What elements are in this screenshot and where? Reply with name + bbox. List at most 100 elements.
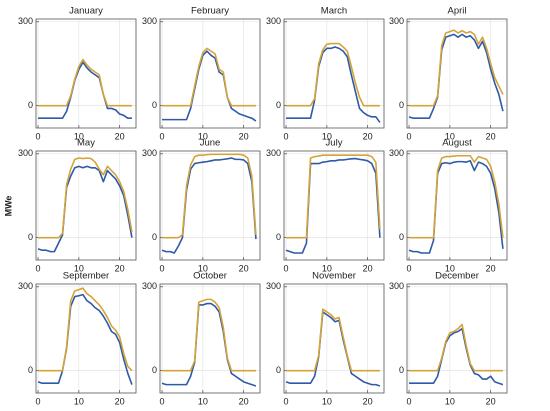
- y-tick-label: 300: [18, 281, 33, 291]
- y-tick-label: 0: [28, 365, 33, 375]
- series-line: [408, 33, 504, 120]
- series-line: [38, 287, 133, 372]
- panel-title: September: [63, 271, 109, 282]
- panel-title: January: [69, 6, 103, 17]
- x-tick-label: 10: [74, 131, 84, 141]
- x-tick-label: 10: [198, 396, 208, 406]
- y-tick-label: 300: [18, 148, 33, 158]
- series-line: [38, 58, 132, 107]
- series-line: [161, 302, 257, 387]
- y-tick-label: 0: [276, 365, 281, 375]
- x-tick-label: 20: [363, 131, 373, 141]
- x-tick-label: 10: [445, 131, 455, 141]
- y-axis-label: MWe: [3, 196, 13, 217]
- x-tick-label: 10: [74, 263, 84, 273]
- plot-frame: [406, 283, 508, 394]
- series-line: [408, 159, 504, 254]
- x-tick-label: 0: [160, 263, 165, 273]
- y-tick-label: 0: [276, 232, 281, 242]
- plot-frame: [406, 150, 508, 261]
- panel-title: November: [312, 271, 356, 282]
- panel-title: July: [326, 138, 343, 149]
- plot-frame: [159, 18, 261, 129]
- plot-frame: [35, 18, 137, 129]
- y-tick-label: 300: [142, 148, 157, 158]
- plot-frame: [35, 150, 137, 261]
- x-tick-label: 10: [198, 263, 208, 273]
- series-line: [38, 157, 133, 239]
- plot-frame: [35, 283, 137, 394]
- panel-title: March: [321, 6, 347, 17]
- x-tick-label: 10: [198, 131, 208, 141]
- x-tick-label: 0: [36, 396, 41, 406]
- panel-title: May: [77, 138, 95, 149]
- y-tick-label: 300: [389, 281, 404, 291]
- x-tick-label: 20: [363, 396, 373, 406]
- panel-title: February: [191, 6, 229, 17]
- y-tick-label: 0: [28, 232, 33, 242]
- series-line: [409, 327, 504, 386]
- series-line: [37, 165, 133, 253]
- x-tick-label: 20: [239, 396, 249, 406]
- y-tick-label: 0: [152, 100, 157, 110]
- y-tick-label: 300: [266, 148, 281, 158]
- x-tick-label: 10: [322, 263, 332, 273]
- series-line: [161, 157, 257, 254]
- y-tick-label: 300: [142, 281, 157, 291]
- x-tick-label: 20: [486, 263, 496, 273]
- x-tick-label: 20: [239, 131, 249, 141]
- x-tick-label: 0: [284, 396, 289, 406]
- x-tick-label: 0: [407, 263, 412, 273]
- y-tick-label: 0: [399, 100, 404, 110]
- series-line: [286, 308, 380, 372]
- y-tick-label: 300: [389, 16, 404, 26]
- series-line: [37, 293, 133, 385]
- panel-title: August: [442, 138, 472, 149]
- y-tick-label: 0: [399, 232, 404, 242]
- x-tick-label: 20: [363, 263, 373, 273]
- x-tick-label: 0: [407, 396, 412, 406]
- plot-frame: [283, 18, 385, 129]
- series-line: [162, 298, 256, 372]
- panel-title: June: [200, 138, 221, 149]
- y-tick-label: 300: [266, 281, 281, 291]
- x-tick-label: 0: [36, 263, 41, 273]
- y-tick-label: 0: [152, 365, 157, 375]
- x-tick-label: 10: [322, 131, 332, 141]
- y-tick-label: 0: [399, 365, 404, 375]
- plot-frame: [283, 150, 385, 261]
- x-tick-label: 10: [445, 263, 455, 273]
- series-line: [285, 311, 381, 387]
- plot-frame: [283, 283, 385, 394]
- x-tick-label: 20: [239, 263, 249, 273]
- plot-frame: [159, 283, 261, 394]
- series-line: [285, 157, 381, 254]
- series-line: [38, 61, 132, 120]
- y-tick-label: 0: [28, 100, 33, 110]
- x-tick-label: 0: [160, 396, 165, 406]
- series-line: [286, 42, 380, 107]
- x-tick-label: 20: [115, 263, 125, 273]
- y-tick-label: 300: [142, 16, 157, 26]
- x-tick-label: 0: [284, 263, 289, 273]
- x-tick-label: 0: [284, 131, 289, 141]
- x-tick-label: 0: [160, 131, 165, 141]
- x-tick-label: 0: [36, 131, 41, 141]
- panel-title: October: [193, 271, 227, 282]
- plot-frame: [406, 18, 508, 129]
- panel-title: April: [447, 6, 466, 17]
- x-tick-label: 10: [74, 396, 84, 406]
- x-tick-label: 10: [322, 396, 332, 406]
- x-tick-label: 20: [115, 396, 125, 406]
- panel-title: December: [435, 271, 479, 282]
- series-line: [286, 46, 381, 123]
- x-tick-label: 20: [115, 131, 125, 141]
- x-tick-label: 20: [486, 131, 496, 141]
- x-tick-label: 20: [486, 396, 496, 406]
- x-tick-label: 0: [407, 131, 412, 141]
- y-tick-label: 300: [18, 16, 33, 26]
- y-tick-label: 300: [389, 148, 404, 158]
- y-tick-label: 0: [276, 100, 281, 110]
- y-tick-label: 0: [152, 232, 157, 242]
